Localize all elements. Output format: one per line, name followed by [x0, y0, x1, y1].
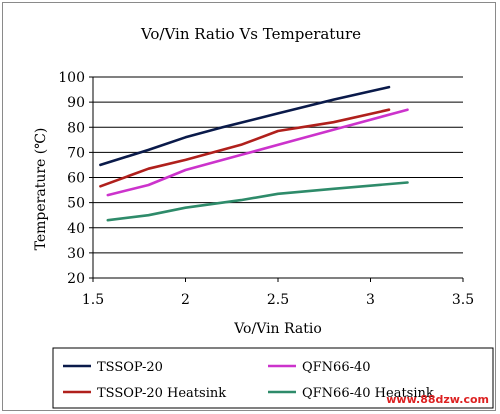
x-tick-label: 1.5	[82, 292, 104, 308]
x-tick-label: 2.5	[267, 292, 289, 308]
chart-title: Vo/Vin Ratio Vs Temperature	[140, 25, 361, 43]
series-line-1	[99, 85, 391, 167]
y-axis-title: Temperature (℃)	[33, 128, 49, 251]
legend-label-4: QFN66-40 Heatsink	[302, 386, 434, 401]
x-tick-label: 2	[181, 292, 190, 308]
y-tick-label: 100	[58, 70, 85, 86]
plot-area: 20 30 40 50 60 70 80 90 100 1.5 2 2.5 3 3.5	[58, 70, 474, 308]
watermark-text: www.88dzw.com	[386, 393, 489, 406]
y-tick-label: 60	[67, 171, 85, 187]
legend-label-3: TSSOP-20 Heatsink	[97, 386, 226, 401]
legend-box	[52, 347, 494, 409]
y-tick-label: 40	[67, 221, 85, 237]
y-tick-label: 80	[67, 120, 85, 136]
x-axis-title: Vo/Vin Ratio	[233, 321, 322, 337]
x-tick-label: 3.5	[452, 292, 474, 308]
series-line-2	[106, 108, 409, 197]
y-tick-label: 20	[67, 271, 85, 287]
y-tick-label: 30	[67, 246, 85, 262]
series-line-3	[99, 108, 391, 188]
chart-frame: Vo/Vin Ratio Vs Temperature Vo/Vin Ratio…	[2, 2, 496, 411]
y-tick-label: 50	[67, 196, 85, 212]
legend: TSSOP-20 QFN66-40 TSSOP-20 Heatsink QFN66-4…	[52, 347, 494, 409]
series-line-4	[106, 181, 409, 222]
legend-label-1: TSSOP-20	[97, 360, 163, 375]
y-tick-label: 70	[67, 145, 85, 161]
y-tick-label: 90	[67, 95, 85, 111]
legend-label-2: QFN66-40	[302, 360, 371, 375]
x-tick-label: 3	[366, 292, 375, 308]
chart-canvas: Vo/Vin Ratio Vs Temperature Vo/Vin Ratio…	[33, 25, 494, 409]
